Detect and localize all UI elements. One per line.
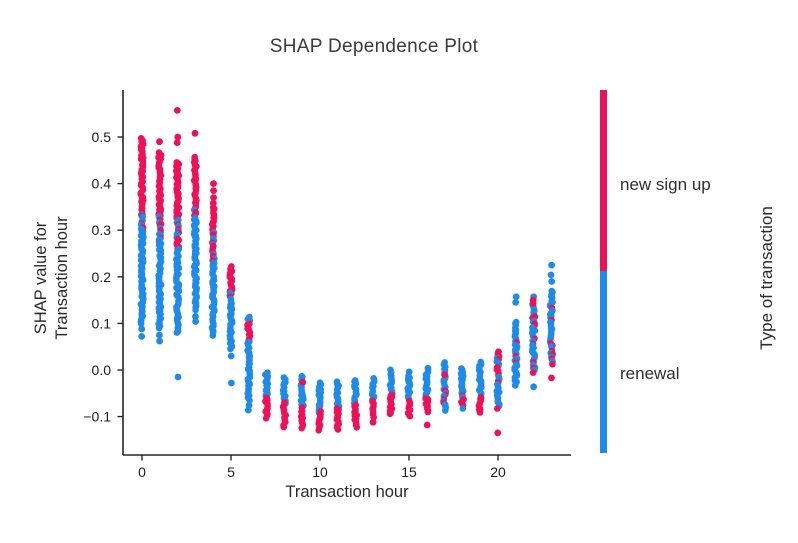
data-point [173,107,181,114]
data-point [156,337,164,345]
y-tick-label: 0.4 [92,176,112,192]
data-point [494,429,502,437]
data-point [155,324,163,332]
data-point [334,426,342,433]
data-point [512,299,520,306]
x-tick-label: 10 [312,464,328,480]
axes: 0.5 0.4 0.3 0.2 0.1 0.0 −0.1 0 5 10 15 20 [83,90,571,480]
data-point [192,306,199,314]
data-point [442,407,449,414]
chart-title: SHAP Dependence Plot [270,36,479,57]
data-point [210,187,218,195]
data-point [547,271,555,279]
y-tick-label: 0.3 [92,222,112,238]
x-tick-label: 5 [227,464,235,480]
x-tick-label: 0 [138,464,146,480]
data-point [173,139,181,147]
y-tick-label: −0.1 [83,409,111,425]
colorbar-newsignup-segment [600,90,607,271]
data-point [548,374,555,382]
y-tick-label: 0.0 [92,362,112,378]
data-point [174,133,182,141]
data-point [529,300,537,307]
data-point [511,382,519,389]
y-axis-label-line1: SHAP value for [32,221,50,334]
data-point [173,329,181,336]
data-point [209,199,217,207]
data-point [298,424,306,432]
data-point [244,406,252,414]
data-point [369,418,377,426]
data-point [548,278,556,285]
data-point [156,138,163,146]
data-point [529,369,537,377]
data-point [424,408,432,416]
y-tick-label: 0.5 [92,129,112,145]
x-tick-label: 15 [401,464,417,480]
data-point [246,397,253,404]
data-point [192,313,199,320]
data-point [227,352,235,360]
data-point [138,325,146,333]
data-point [315,427,323,434]
data-point [549,361,556,368]
data-point [353,424,361,431]
data-point [370,414,378,421]
data-point [280,423,288,431]
x-tick-label: 20 [490,464,506,480]
data-point [138,333,146,340]
data-point [441,371,448,379]
data-point [423,421,431,429]
data-point [227,345,234,353]
data-point [459,405,467,412]
data-point [209,332,217,339]
y-tick-label: 0.1 [92,315,112,331]
x-axis-label: Transaction hour [285,483,409,501]
y-axis-ticks: 0.5 0.4 0.3 0.2 0.1 0.0 −0.1 [83,129,123,425]
data-point [228,379,235,387]
data-point [262,415,270,422]
data-point [530,383,537,391]
data-point [406,412,414,420]
data-point [210,194,218,202]
data-point [405,368,413,376]
data-point [210,180,217,188]
legend-label-renewal: renewal [620,364,680,383]
data-point [495,348,502,356]
data-point [476,409,484,416]
data-point [192,318,200,325]
data-point [494,405,501,412]
legend-label-new-sign-up: new sign up [620,175,711,194]
data-point [299,378,307,386]
data-point [548,261,555,269]
data-point [174,373,182,381]
x-axis-ticks: 0 5 10 15 20 [138,455,506,480]
data-point [156,331,163,339]
colorbar-renewal-segment [600,271,607,453]
data-point [191,129,199,137]
legend-title: Type of transaction [757,206,776,350]
data-point [137,320,145,328]
data-point [386,410,394,418]
y-axis-label-line2: Transaction hour [53,216,71,340]
scatter-points [137,107,556,437]
y-tick-label: 0.2 [92,269,112,285]
colorbar-legend: new sign up renewal Type of transaction [600,90,776,453]
data-point [512,293,520,301]
